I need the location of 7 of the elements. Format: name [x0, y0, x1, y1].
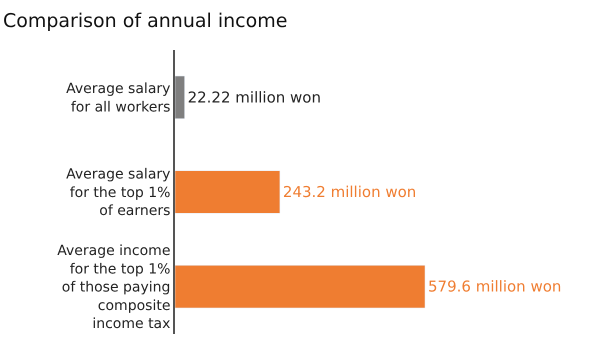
data-label: 22.22 million won	[188, 88, 321, 106]
data-label: 579.6 million won	[428, 278, 562, 296]
chart-title: Comparison of annual income	[2, 10, 288, 32]
y-tick-label: Average salary for all workers	[66, 81, 170, 116]
y-tick-label: Average salary for the top 1% of earners	[66, 166, 170, 220]
data-label: 243.2 million won	[282, 183, 416, 201]
y-tick-label: Average income for the top 1% of those paying composite income tax	[57, 243, 170, 332]
